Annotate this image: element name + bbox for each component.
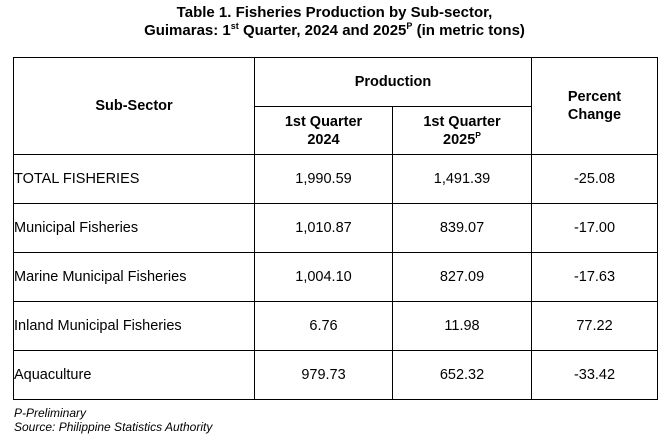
cell-q1-2024: 1,010.87: [254, 203, 393, 253]
cell-percent-change: 77.22: [531, 301, 658, 351]
header-percent-change-line-1: Percent: [567, 89, 622, 105]
table-row: Aquaculture 979.73 652.32 -33.42: [13, 350, 658, 400]
title-preliminary-sup: P: [406, 21, 413, 31]
header-percent-change-line-2: Change: [567, 107, 622, 123]
header-sub-sector: Sub-Sector: [13, 57, 255, 155]
header-production: Production: [254, 57, 532, 107]
cell-q1-2024: 1,990.59: [254, 154, 393, 204]
row-label: TOTAL FISHERIES: [13, 154, 255, 204]
cell-q1-2025: 11.98: [392, 301, 532, 351]
title-line-2-suffix: (in metric tons): [412, 22, 525, 39]
cell-q1-2024: 6.76: [254, 301, 393, 351]
cell-q1-2025: 827.09: [392, 252, 532, 302]
header-q1-2025-sup: P: [475, 129, 481, 140]
title-line-2: Guimaras: 1st Quarter, 2024 and 2025P (i…: [0, 22, 669, 40]
footnote-preliminary: P-Preliminary: [14, 406, 87, 420]
table-row: Marine Municipal Fisheries 1,004.10 827.…: [13, 252, 658, 302]
cell-q1-2024: 979.73: [254, 350, 393, 400]
title-line-2-mid: Quarter, 2024 and 2025: [238, 22, 407, 39]
cell-q1-2025: 1,491.39: [392, 154, 532, 204]
table-row: TOTAL FISHERIES 1,990.59 1,491.39 -25.08: [13, 154, 658, 204]
cell-percent-change: -33.42: [531, 350, 658, 400]
cell-q1-2025: 652.32: [392, 350, 532, 400]
row-label: Municipal Fisheries: [13, 203, 255, 253]
header-q1-2025-line-1: 1st Quarter: [423, 113, 501, 130]
cell-percent-change: -17.00: [531, 203, 658, 253]
cell-q1-2025: 839.07: [392, 203, 532, 253]
header-percent-change: Percent Change: [531, 57, 658, 155]
title-ordinal-sup: st: [230, 21, 239, 31]
row-label: Inland Municipal Fisheries: [13, 301, 255, 351]
cell-percent-change: -25.08: [531, 154, 658, 204]
footnote-source: Source: Philippine Statistics Authority: [14, 420, 213, 434]
header-q1-2024: 1st Quarter 2024: [254, 106, 393, 155]
header-q1-2024-line-1: 1st Quarter: [284, 113, 363, 130]
header-q1-2025-line-2: 2025: [443, 131, 476, 148]
header-q1-2024-line-2: 2024: [307, 131, 340, 148]
title-line-1: Table 1. Fisheries Production by Sub-sec…: [176, 4, 493, 21]
row-label: Marine Municipal Fisheries: [13, 252, 255, 302]
table-row: Inland Municipal Fisheries 6.76 11.98 77…: [13, 301, 658, 351]
header-q1-2025: 1st Quarter 2025P: [392, 106, 532, 155]
title-line-2-prefix: Guimaras: 1: [144, 22, 231, 39]
table-title: Table 1. Fisheries Production by Sub-sec…: [0, 4, 669, 40]
cell-q1-2024: 1,004.10: [254, 252, 393, 302]
row-label: Aquaculture: [13, 350, 255, 400]
table-row: Municipal Fisheries 1,010.87 839.07 -17.…: [13, 203, 658, 253]
fisheries-production-table: Sub-Sector Production Percent Change 1st …: [13, 57, 658, 400]
cell-percent-change: -17.63: [531, 252, 658, 302]
